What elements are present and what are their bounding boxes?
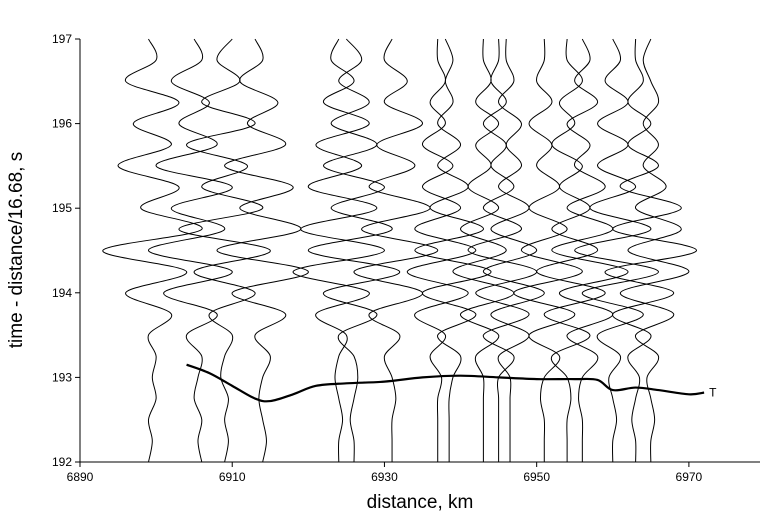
trace xyxy=(467,38,538,462)
trace xyxy=(216,38,309,463)
trace xyxy=(574,38,659,463)
trace xyxy=(307,38,401,463)
trace xyxy=(619,38,690,463)
trace xyxy=(102,38,203,463)
trace xyxy=(513,38,583,462)
x-tick-label: 6930 xyxy=(371,470,398,484)
x-tick-label: 6970 xyxy=(676,470,703,484)
trace xyxy=(406,38,477,463)
trace xyxy=(292,38,385,463)
y-tick-label: 197 xyxy=(52,32,72,46)
trace xyxy=(353,38,439,462)
x-axis-title: distance, km xyxy=(367,492,474,513)
y-tick-label: 192 xyxy=(52,455,72,469)
y-tick-label: 194 xyxy=(52,286,72,300)
x-tick-label: 6950 xyxy=(523,470,550,484)
curve-label: T xyxy=(709,386,717,400)
travel-time-curve xyxy=(186,363,705,403)
trace xyxy=(452,38,515,462)
trace xyxy=(482,38,545,463)
trace xyxy=(147,38,233,463)
y-tick-label: 193 xyxy=(52,370,72,384)
y-tick-label: 196 xyxy=(52,117,72,131)
y-tick-label: 195 xyxy=(52,201,72,215)
y-axis-title: time - distance/16.68, s xyxy=(6,152,27,348)
x-tick-label: 6910 xyxy=(219,470,246,484)
trace xyxy=(414,38,492,463)
trace xyxy=(551,38,629,462)
trace xyxy=(536,38,606,463)
x-tick-label: 6890 xyxy=(67,470,94,484)
trace xyxy=(178,38,271,463)
